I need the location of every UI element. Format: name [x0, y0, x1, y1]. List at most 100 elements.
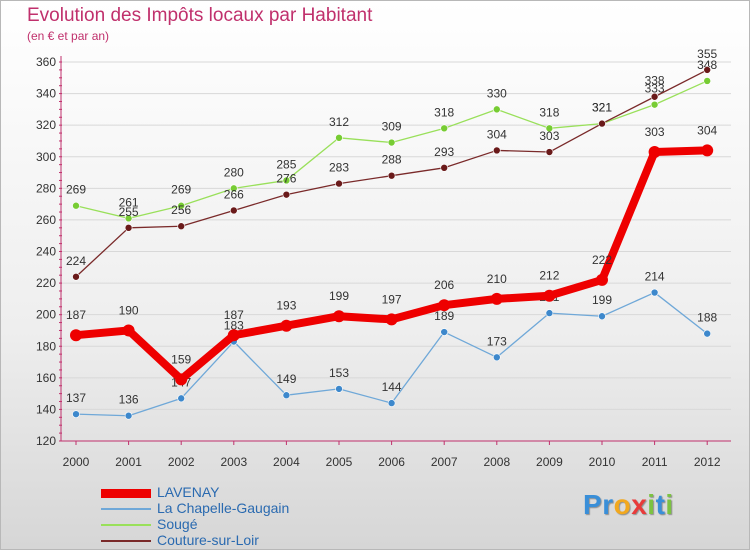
- data-point-couture-sur-loir: [230, 206, 238, 215]
- chart-title: Evolution des Impôts locaux par Habitant: [27, 5, 373, 26]
- data-label-lavenay: 193: [276, 299, 296, 313]
- y-tick-label: 200: [36, 308, 56, 322]
- data-label-couture-sur-loir: 355: [697, 47, 717, 61]
- data-point-couture-sur-loir: [282, 190, 291, 199]
- x-tick-label: 2010: [589, 455, 616, 469]
- data-label-couture-sur-loir: 255: [119, 205, 139, 219]
- data-label-soug-: 309: [382, 120, 402, 134]
- x-tick-label: 2002: [168, 455, 195, 469]
- data-label-la-chapelle-gaugain: 199: [592, 293, 612, 307]
- data-label-la-chapelle-gaugain: 188: [697, 311, 717, 325]
- data-point-soug-: [230, 184, 238, 193]
- legend-swatch: [101, 508, 151, 510]
- logo-letter: P: [583, 489, 603, 520]
- x-tick-label: 2004: [273, 455, 300, 469]
- x-tick-label: 2008: [483, 455, 510, 469]
- data-point-soug-: [124, 214, 133, 223]
- data-label-la-chapelle-gaugain: 149: [276, 372, 296, 386]
- data-point-couture-sur-loir: [72, 272, 80, 281]
- data-point-soug-: [492, 105, 501, 114]
- data-point-soug-: [282, 176, 291, 185]
- data-label-soug-: 318: [434, 105, 454, 119]
- legend-label: Couture-sur-Loir: [157, 532, 259, 548]
- data-point-couture-sur-loir: [387, 171, 396, 180]
- data-label-lavenay: 197: [382, 292, 402, 306]
- data-point-soug-: [177, 201, 185, 210]
- y-tick-label: 140: [36, 402, 56, 416]
- data-point-la-chapelle-gaugain: [72, 410, 80, 418]
- legend-label: La Chapelle-Gaugain: [157, 500, 290, 516]
- y-tick-label: 300: [36, 150, 56, 164]
- data-label-lavenay: 304: [697, 123, 717, 137]
- data-point-lavenay: [385, 313, 398, 326]
- legend-swatch: [101, 524, 151, 526]
- logo-letter: x: [631, 489, 648, 520]
- data-label-la-chapelle-gaugain: 137: [66, 391, 86, 405]
- data-point-lavenay: [122, 324, 135, 337]
- x-tick-label: 2012: [694, 455, 721, 469]
- legend-item-soug-: Sougé: [101, 516, 361, 533]
- data-point-couture-sur-loir: [703, 66, 712, 74]
- y-tick-label: 180: [36, 339, 56, 353]
- data-label-lavenay: 212: [539, 269, 559, 283]
- chart-subtitle: (en € et par an): [27, 29, 110, 43]
- y-tick-label: 260: [36, 213, 56, 227]
- data-label-soug-: 348: [697, 58, 717, 72]
- data-label-la-chapelle-gaugain: 189: [434, 309, 454, 323]
- legend-swatch: [101, 488, 151, 498]
- logo-letter: r: [602, 489, 614, 520]
- data-point-la-chapelle-gaugain: [387, 399, 396, 407]
- data-label-couture-sur-loir: 256: [171, 203, 191, 217]
- y-tick-label: 360: [36, 55, 56, 69]
- x-tick-label: 2011: [642, 455, 668, 469]
- data-label-la-chapelle-gaugain: 183: [224, 319, 244, 333]
- x-tick-label: 2009: [536, 455, 563, 469]
- data-point-soug-: [703, 77, 712, 85]
- data-label-soug-: 269: [66, 183, 86, 197]
- data-point-la-chapelle-gaugain: [703, 329, 712, 338]
- legend-label: LAVENAY: [157, 484, 220, 500]
- y-tick-label: 220: [36, 276, 56, 290]
- data-point-la-chapelle-gaugain: [598, 312, 606, 321]
- legend-item-couture-sur-loir: Couture-sur-Loir: [101, 532, 361, 549]
- data-point-couture-sur-loir: [545, 148, 554, 156]
- logo-letter: i: [647, 489, 656, 520]
- logo-letter: t: [655, 489, 666, 520]
- data-label-lavenay: 206: [434, 278, 454, 292]
- data-label-couture-sur-loir: 303: [539, 129, 559, 143]
- data-point-lavenay: [701, 144, 714, 157]
- data-point-soug-: [72, 201, 80, 210]
- data-label-couture-sur-loir: 321: [592, 101, 612, 115]
- data-point-lavenay: [333, 310, 345, 323]
- x-tick-label: 2000: [63, 455, 90, 469]
- data-label-soug-: 321: [592, 101, 612, 115]
- data-label-lavenay: 187: [224, 308, 244, 322]
- data-point-soug-: [545, 124, 554, 133]
- data-point-couture-sur-loir: [650, 92, 659, 101]
- data-point-la-chapelle-gaugain: [282, 391, 291, 400]
- legend-item-la-chapelle-gaugain: La Chapelle-Gaugain: [101, 500, 361, 517]
- data-label-lavenay: 199: [329, 289, 349, 303]
- proxiti-logo: Proxiti: [583, 489, 674, 521]
- chart-legend: LAVENAY La Chapelle-Gaugain Sougé Couture-s…: [101, 484, 361, 549]
- legend-item-lavenay: LAVENAY: [101, 484, 361, 501]
- data-point-la-chapelle-gaugain: [177, 394, 185, 403]
- data-point-lavenay: [596, 273, 608, 286]
- data-label-la-chapelle-gaugain: 173: [487, 334, 507, 348]
- data-point-soug-: [650, 100, 659, 109]
- data-point-couture-sur-loir: [177, 222, 185, 231]
- legend-swatch: [101, 540, 151, 542]
- data-point-soug-: [335, 134, 343, 142]
- data-point-lavenay: [227, 329, 240, 342]
- data-label-couture-sur-loir: 338: [645, 74, 665, 88]
- data-label-la-chapelle-gaugain: 144: [382, 380, 402, 394]
- y-tick-label: 340: [36, 87, 56, 101]
- data-point-lavenay: [648, 146, 661, 159]
- data-label-couture-sur-loir: 304: [487, 127, 507, 141]
- data-point-la-chapelle-gaugain: [440, 328, 449, 336]
- data-label-lavenay: 187: [66, 308, 86, 322]
- y-tick-label: 120: [36, 434, 56, 448]
- legend-label: Sougé: [157, 516, 198, 532]
